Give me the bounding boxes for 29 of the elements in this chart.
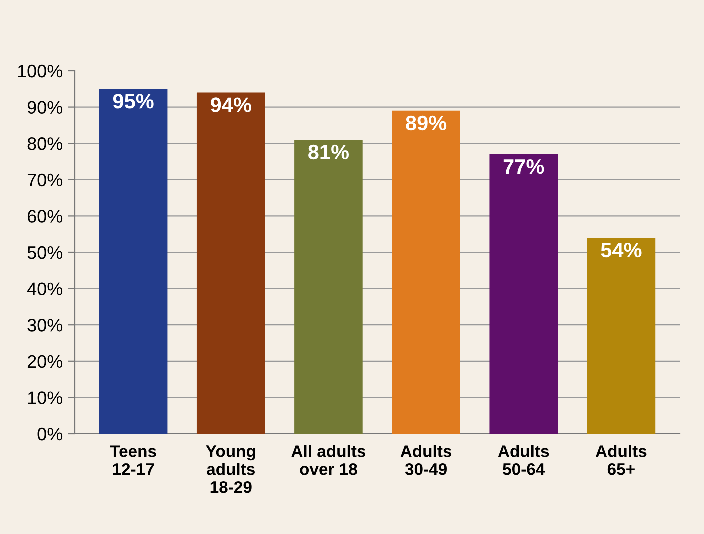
data-label: 54% [601, 242, 642, 258]
data-label: 89% [406, 116, 447, 131]
y-tick-label: 0% [38, 428, 63, 441]
y-tick-label: 100% [18, 64, 63, 78]
bar [99, 89, 168, 434]
y-tick-label: 30% [28, 319, 63, 332]
x-tick-label: Adults 30-49 [400, 445, 452, 476]
bar [392, 110, 460, 434]
y-tick-label: 90% [28, 101, 63, 114]
y-tick-label: 10% [28, 392, 63, 404]
y-tick-label: 50% [28, 246, 63, 260]
bar [587, 238, 656, 434]
y-tick-label: 70% [28, 174, 63, 187]
y-tick-label: 60% [28, 210, 63, 223]
x-tick-label: Young adults 18-29 [206, 446, 256, 494]
y-tick-label: 80% [28, 138, 63, 150]
data-label: 95% [113, 94, 154, 109]
data-label: 94% [211, 98, 252, 112]
y-tick-label: 40% [27, 282, 63, 296]
data-label: 77% [504, 159, 544, 174]
data-label: 81% [308, 144, 350, 160]
bar [196, 92, 266, 434]
x-tick-label: Teens 12-17 [110, 446, 156, 476]
x-tick-label: All adults over 18 [292, 445, 366, 476]
y-tick-label: 20% [28, 355, 63, 368]
bar [490, 154, 558, 434]
bar [294, 140, 363, 434]
x-tick-label: Adults 50-64 [498, 445, 550, 476]
x-tick-label: Adults 65+ [596, 445, 647, 476]
